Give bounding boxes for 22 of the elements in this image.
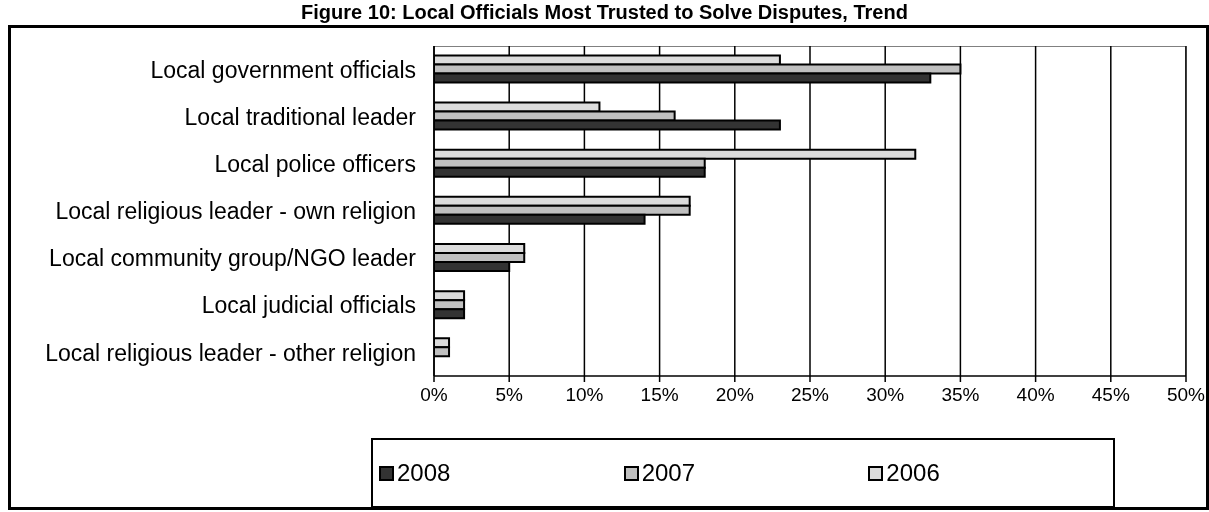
legend-label: 2006: [886, 459, 940, 487]
y-tick-label: Local community group/NGO leader: [49, 245, 417, 272]
x-tick-label: 40%: [1016, 384, 1055, 406]
x-tick-label: 20%: [715, 384, 754, 406]
x-tick-label: 35%: [941, 384, 980, 406]
y-tick-label: Local religious leader - other religion: [45, 339, 416, 366]
chart-title: Figure 10: Local Officials Most Trusted to Solve Disputes, Trend: [300, 0, 909, 24]
legend-label: 2008: [397, 459, 451, 487]
y-tick-label: Local traditional leader: [184, 103, 417, 130]
y-tick-label: Local religious leader - own religion: [55, 198, 416, 225]
x-tick-label: 45%: [1091, 384, 1130, 406]
x-tick-label: 10%: [565, 384, 604, 406]
x-tick-label: 30%: [866, 384, 905, 406]
y-tick-label: Local judicial officials: [201, 292, 416, 319]
y-tick-label: Local government officials: [150, 56, 416, 83]
legend-label: 2007: [641, 459, 696, 487]
y-tick-label: Local police officers: [214, 151, 416, 178]
x-tick-label: 25%: [790, 384, 830, 406]
x-tick-label: 0%: [420, 384, 448, 406]
x-tick-label: 15%: [640, 384, 679, 406]
x-tick-label: 5%: [495, 384, 524, 406]
x-tick-label: 50%: [1166, 384, 1206, 406]
